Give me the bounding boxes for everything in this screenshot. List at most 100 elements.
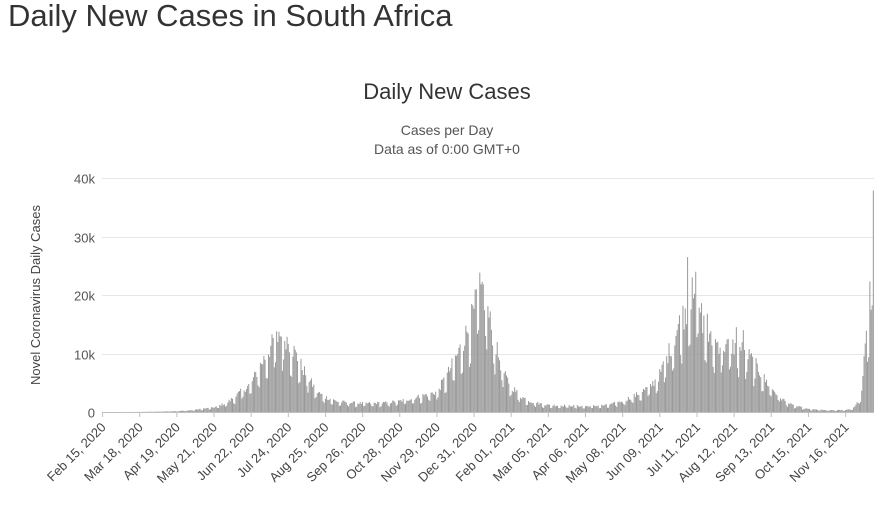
bar xyxy=(281,370,283,412)
bar xyxy=(815,409,817,412)
bar xyxy=(189,410,191,412)
bar xyxy=(853,407,855,412)
bar xyxy=(434,394,436,412)
bar xyxy=(588,406,590,412)
bar xyxy=(522,397,524,412)
chart-subtitle-line-1: Cases per Day xyxy=(401,122,494,138)
bar xyxy=(389,403,391,412)
bar xyxy=(843,410,845,412)
bar xyxy=(817,409,819,412)
bar xyxy=(162,411,164,412)
bar xyxy=(617,402,619,412)
bar xyxy=(593,405,595,412)
bar xyxy=(212,407,214,412)
bar xyxy=(528,401,530,412)
bar xyxy=(486,349,488,412)
bar xyxy=(309,380,311,412)
bar xyxy=(609,404,611,412)
bar xyxy=(320,394,322,412)
bar xyxy=(251,381,253,412)
bar xyxy=(355,407,357,412)
bar xyxy=(423,395,425,412)
bar xyxy=(840,410,842,412)
bar xyxy=(262,364,264,412)
bar xyxy=(841,409,843,412)
bar xyxy=(689,344,691,412)
bar xyxy=(596,406,598,412)
bar xyxy=(359,402,361,412)
bar xyxy=(175,411,177,412)
bar xyxy=(406,400,408,412)
bar xyxy=(724,352,726,412)
bar xyxy=(634,396,636,412)
bar xyxy=(356,406,358,412)
bar xyxy=(431,392,433,412)
bar xyxy=(373,402,375,412)
bar xyxy=(696,337,698,412)
bar xyxy=(463,350,465,412)
bar xyxy=(447,366,449,412)
bar xyxy=(547,404,549,412)
bar xyxy=(647,395,649,412)
bar xyxy=(629,399,631,412)
bar xyxy=(204,408,206,412)
bar xyxy=(594,406,596,412)
bar xyxy=(379,407,381,412)
bar xyxy=(301,370,303,412)
bar xyxy=(461,372,463,412)
bar xyxy=(790,403,792,412)
bar xyxy=(438,388,440,412)
bar xyxy=(737,368,739,412)
bar xyxy=(459,344,461,412)
bar xyxy=(360,403,362,412)
bar xyxy=(633,393,635,412)
bar xyxy=(449,371,451,412)
bar xyxy=(492,345,494,412)
bar xyxy=(537,401,539,412)
bar xyxy=(458,347,460,412)
bar xyxy=(290,375,292,412)
bar xyxy=(323,403,325,412)
bar xyxy=(299,382,301,412)
bar xyxy=(430,392,432,412)
bar xyxy=(257,385,259,412)
bar xyxy=(579,406,581,412)
bar xyxy=(697,333,699,412)
bar xyxy=(287,343,289,412)
bar xyxy=(343,400,345,412)
bar xyxy=(339,405,341,412)
bar xyxy=(665,377,667,412)
bar xyxy=(649,383,651,412)
bar xyxy=(432,393,434,412)
bar xyxy=(856,402,858,412)
bar xyxy=(829,410,831,412)
bar xyxy=(778,401,780,412)
bar xyxy=(173,411,175,412)
bar xyxy=(286,336,288,412)
bar xyxy=(613,401,615,412)
bar xyxy=(533,405,535,412)
bar xyxy=(478,330,480,412)
bar xyxy=(283,359,285,412)
bar xyxy=(557,405,559,412)
bar xyxy=(641,391,643,412)
bar xyxy=(495,354,497,412)
bar xyxy=(705,362,707,412)
bar xyxy=(226,405,228,412)
bar xyxy=(552,405,554,412)
bar xyxy=(766,379,768,412)
bar xyxy=(197,409,199,412)
bar xyxy=(581,405,583,412)
bar xyxy=(499,360,501,412)
bar xyxy=(256,376,258,412)
bar xyxy=(630,399,632,412)
bar xyxy=(509,396,511,412)
bar xyxy=(580,406,582,412)
bar xyxy=(220,405,222,412)
bar xyxy=(530,402,532,412)
bar xyxy=(374,402,376,412)
bar xyxy=(811,410,813,412)
bar xyxy=(620,401,622,412)
bar xyxy=(793,408,795,412)
bar xyxy=(636,392,638,412)
